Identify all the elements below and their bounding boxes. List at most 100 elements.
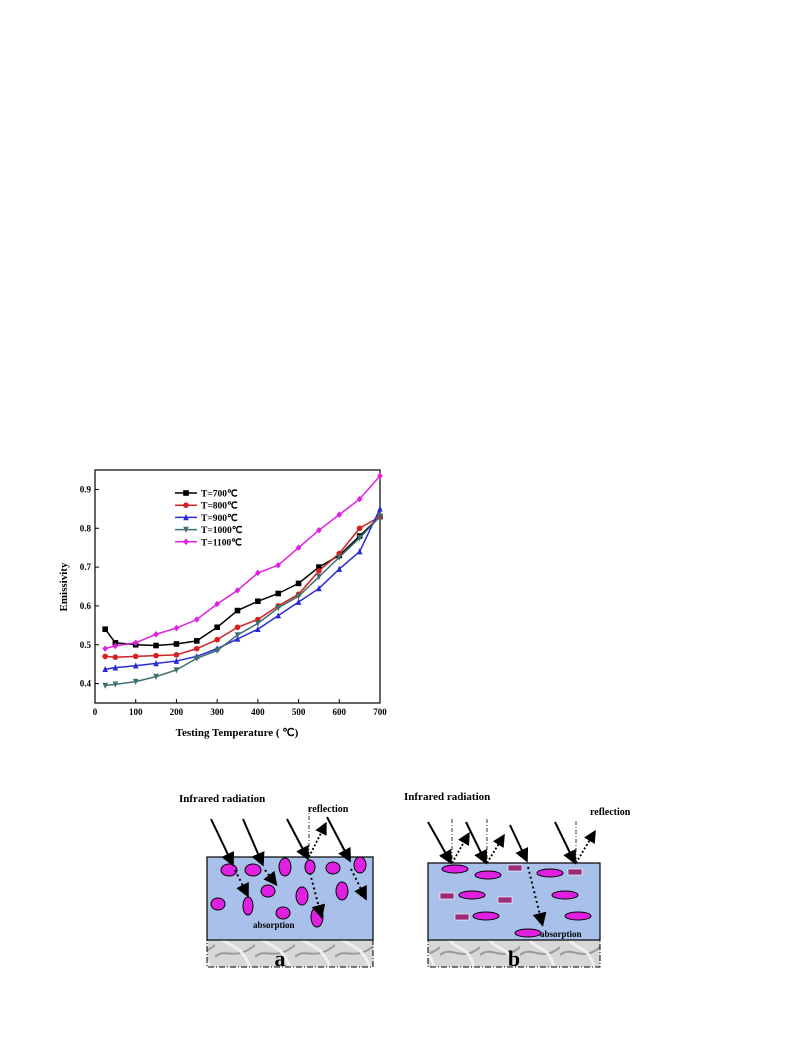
x-tick-label: 100 xyxy=(129,707,143,717)
diagram-a-substrate xyxy=(206,939,374,968)
data-point xyxy=(234,635,241,642)
y-tick-label: 0.6 xyxy=(80,601,92,611)
particle xyxy=(260,884,276,898)
reflected-ray xyxy=(451,831,470,864)
data-point xyxy=(255,620,261,627)
data-point xyxy=(214,600,220,608)
data-point xyxy=(102,645,108,652)
data-point xyxy=(173,641,180,647)
flake xyxy=(564,911,592,921)
diagram-b-reflection-label: reflection xyxy=(590,807,631,818)
data-point xyxy=(132,662,139,669)
data-point xyxy=(132,653,139,660)
diagram-a-panel-label: a xyxy=(275,946,286,971)
diagram-a-reflection-label: reflection xyxy=(308,804,349,815)
data-point xyxy=(214,647,220,654)
platelet xyxy=(507,864,523,872)
data-point xyxy=(316,573,322,581)
data-point xyxy=(102,665,108,673)
data-point xyxy=(255,598,261,605)
diagram-b-flakes xyxy=(441,864,592,938)
data-point xyxy=(234,624,241,631)
y-axis: 0.4 0.5 0.6 0.7 0.8 0.9 xyxy=(80,484,99,689)
absorbed-ray xyxy=(350,868,367,901)
plot-area xyxy=(94,469,381,704)
flake xyxy=(474,870,502,880)
legend-label: T=900℃ xyxy=(201,513,238,524)
legend-label: T=1100℃ xyxy=(201,537,242,548)
data-point xyxy=(153,659,159,667)
x-axis-label: Testing Temperature ( ℃) xyxy=(176,727,299,739)
legend: T=700℃T=800℃T=900℃T=1000℃T=1100℃ xyxy=(175,489,243,548)
data-point xyxy=(275,605,282,612)
series-line xyxy=(105,516,381,687)
y-tick-label: 0.8 xyxy=(80,523,92,533)
particle xyxy=(278,857,292,877)
series-4 xyxy=(102,472,383,652)
flake xyxy=(472,911,500,921)
particle xyxy=(242,896,254,916)
particle xyxy=(244,863,262,877)
particle xyxy=(304,859,316,875)
data-point xyxy=(295,598,302,605)
data-point xyxy=(193,645,200,652)
series-line xyxy=(104,475,381,650)
data-point xyxy=(112,664,119,671)
data-point xyxy=(153,652,159,659)
diagram-b: Infrared radiation reflection abso xyxy=(404,791,631,971)
data-point xyxy=(316,526,322,534)
data-point xyxy=(102,626,108,633)
series-0 xyxy=(102,513,383,649)
data-point xyxy=(356,535,363,542)
x-tick-label: 600 xyxy=(333,707,347,717)
series-line xyxy=(104,516,381,647)
incident-ray xyxy=(465,821,487,865)
particle xyxy=(295,886,309,906)
diagram-a-absorption-label: absorption xyxy=(253,920,295,930)
diagram-b-platelets xyxy=(439,864,583,921)
x-tick-label: 200 xyxy=(170,707,184,717)
incident-ray xyxy=(242,818,265,867)
legend-marker xyxy=(183,490,189,496)
diagram-b-title: Infrared radiation xyxy=(404,791,490,803)
series-layer xyxy=(102,472,383,689)
particle xyxy=(220,863,238,877)
incident-ray xyxy=(427,821,452,865)
data-point xyxy=(336,565,343,572)
diagram-a-title: Infrared radiation xyxy=(179,793,265,805)
data-point xyxy=(173,652,180,658)
data-point xyxy=(295,593,302,600)
data-point xyxy=(112,642,119,650)
absorbed-ray xyxy=(309,872,326,919)
data-point xyxy=(275,612,282,619)
data-point xyxy=(193,638,200,644)
data-point xyxy=(356,525,363,532)
data-point xyxy=(214,624,220,631)
diagram-b-incident-rays xyxy=(427,821,576,865)
platelet xyxy=(567,868,583,876)
diagram-a-reflected-rays xyxy=(308,807,327,858)
platelet xyxy=(439,892,455,900)
data-point xyxy=(102,682,108,689)
incident-ray xyxy=(286,818,309,861)
legend-marker xyxy=(183,538,189,546)
data-point xyxy=(234,587,241,594)
plot-frame xyxy=(94,469,381,704)
legend-marker xyxy=(183,514,189,521)
particle xyxy=(353,856,367,874)
legend-label: T=700℃ xyxy=(201,489,238,500)
x-tick-label: 700 xyxy=(373,707,387,717)
platelet xyxy=(454,913,470,921)
data-point xyxy=(316,564,322,570)
data-point xyxy=(275,590,282,597)
particle xyxy=(335,881,349,901)
data-point xyxy=(295,580,302,587)
particle xyxy=(210,897,226,911)
data-point xyxy=(316,568,322,574)
data-point xyxy=(173,667,180,674)
data-point xyxy=(193,616,200,623)
diagram-b-absorption-label: absorption xyxy=(540,929,582,939)
y-tick-label: 0.9 xyxy=(80,484,92,494)
data-point xyxy=(356,495,363,503)
data-point xyxy=(153,630,159,638)
